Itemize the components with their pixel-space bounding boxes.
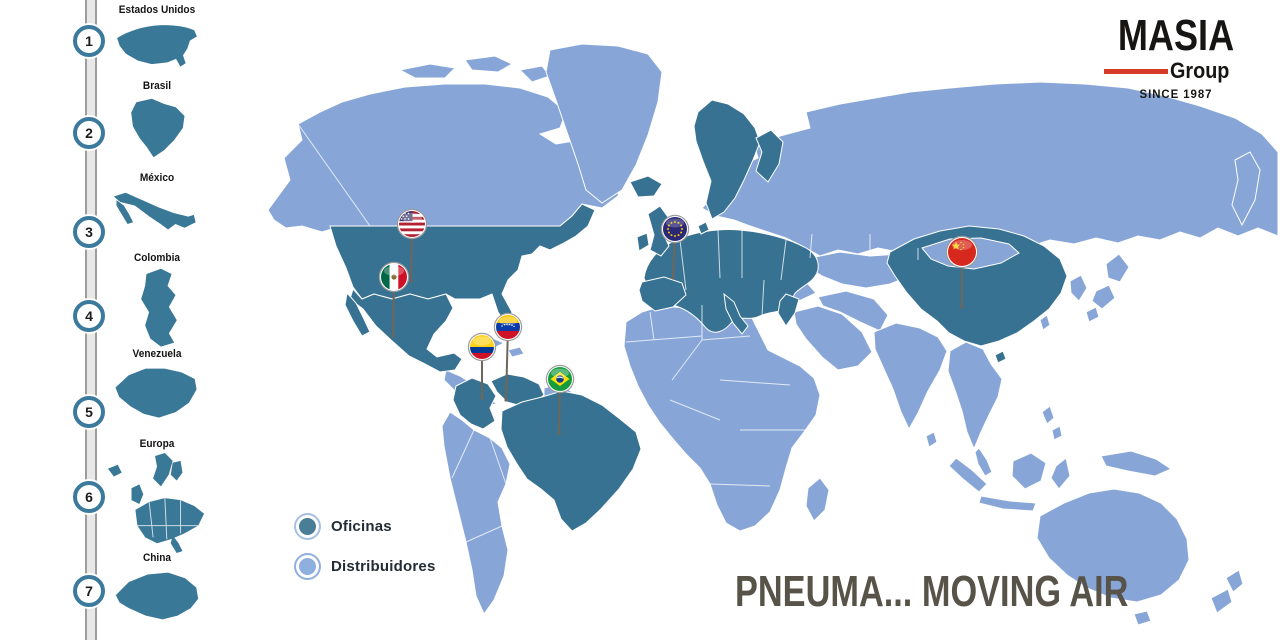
region-scandinavia-shape bbox=[693, 99, 761, 220]
china-silhouette-icon bbox=[115, 572, 199, 620]
european-union-flag-pin-icon bbox=[660, 214, 690, 244]
region-australia bbox=[1036, 488, 1190, 603]
region-arabia bbox=[793, 305, 873, 371]
mexico-flag-pin-icon bbox=[378, 261, 410, 293]
region-sri-lanka bbox=[925, 431, 938, 448]
region-malay-peninsula bbox=[974, 447, 993, 477]
region-italy-shape bbox=[723, 292, 749, 335]
region-java bbox=[978, 495, 1037, 512]
step-circle-1: 1 bbox=[73, 25, 105, 57]
sidebar-item-colombia: Colombia bbox=[92, 252, 222, 347]
region-philippines bbox=[1041, 405, 1055, 425]
oficinas-color-dot-icon bbox=[299, 518, 316, 535]
venezuela-silhouette-icon bbox=[115, 368, 197, 418]
country-label: Colombia bbox=[133, 252, 181, 264]
region-new-zealand bbox=[1225, 569, 1244, 593]
logo-since-text: SINCE 1987 bbox=[1139, 87, 1213, 101]
region-arctic-islands bbox=[398, 63, 457, 79]
europe-silhouette-icon bbox=[107, 453, 205, 554]
sidebar-item-mexico: México bbox=[92, 172, 222, 239]
step-circle-7: 7 bbox=[73, 575, 105, 607]
region-southeast-asia bbox=[947, 341, 1003, 451]
region-japan bbox=[1091, 284, 1116, 310]
region-caribbean bbox=[507, 346, 525, 358]
step-circle-5: 5 bbox=[73, 396, 105, 428]
sidebar-item-venezuela: Venezuela bbox=[92, 348, 222, 429]
region-tasmania bbox=[1133, 610, 1152, 626]
region-finland-shape bbox=[755, 129, 784, 183]
region-japan bbox=[1085, 306, 1100, 323]
brazil-flag-pin-icon bbox=[545, 364, 575, 394]
region-iberia-shape bbox=[638, 276, 687, 312]
logo-group-text: Group bbox=[1170, 58, 1230, 83]
country-label: Brasil bbox=[142, 80, 172, 92]
legend-item-distribuidores: Distribuidores bbox=[294, 553, 435, 580]
region-sumatra bbox=[948, 457, 988, 493]
sidebar-item-china: China bbox=[92, 552, 222, 625]
sidebar-item-europa: Europa bbox=[92, 438, 222, 555]
region-sulawesi bbox=[1050, 457, 1071, 490]
region-philippines bbox=[1051, 425, 1063, 441]
region-south-america-south bbox=[441, 411, 511, 616]
region-japan bbox=[1105, 253, 1130, 283]
china-flag-pin-icon bbox=[945, 235, 979, 269]
country-label: Europa bbox=[139, 438, 175, 450]
legend-label: Oficinas bbox=[331, 518, 392, 535]
tagline: PNEUMA... MOVING AIR bbox=[735, 567, 1129, 616]
region-greenland bbox=[545, 43, 663, 204]
region-ireland-shape bbox=[636, 232, 650, 252]
step-circle-6: 6 bbox=[73, 481, 105, 513]
country-brazil-shape bbox=[500, 390, 642, 532]
mexico-silhouette-icon bbox=[113, 192, 196, 230]
legend-label: Distribuidores bbox=[331, 558, 436, 575]
brazil-silhouette-icon bbox=[131, 98, 185, 158]
region-korea bbox=[1069, 274, 1088, 302]
country-label: China bbox=[142, 552, 172, 564]
region-arctic-islands bbox=[464, 55, 514, 73]
region-iceland-shape bbox=[629, 175, 663, 198]
region-borneo bbox=[1011, 452, 1047, 490]
region-arctic-islands bbox=[518, 65, 551, 83]
region-balkans-shape bbox=[777, 293, 800, 327]
country-mexico-shape bbox=[349, 288, 463, 373]
world-map bbox=[267, 43, 1279, 626]
country-label: Estados Unidos bbox=[118, 4, 196, 16]
country-mexico-baja-shape bbox=[344, 291, 371, 337]
step-circle-4: 4 bbox=[73, 300, 105, 332]
region-uk-shape bbox=[647, 205, 670, 257]
distribuidores-color-dot-icon bbox=[299, 558, 316, 575]
step-circle-3: 3 bbox=[73, 216, 105, 248]
usa-silhouette-icon bbox=[117, 25, 197, 67]
logo-red-line bbox=[1104, 68, 1168, 74]
colombia-silhouette-icon bbox=[141, 268, 177, 347]
region-denmark-shape bbox=[697, 221, 710, 235]
usa-flag-pin-icon bbox=[396, 208, 428, 240]
country-label: México bbox=[139, 172, 175, 184]
step-circle-2: 2 bbox=[73, 117, 105, 149]
region-india bbox=[873, 322, 948, 431]
masia-group-logo: MASIA Group SINCE 1987 bbox=[1098, 11, 1254, 101]
country-label: Venezuela bbox=[132, 348, 182, 360]
legend-item-oficinas: Oficinas bbox=[294, 513, 435, 540]
sidebar-item-estados-unidos: Estados Unidos bbox=[92, 4, 222, 71]
map-legend: Oficinas Distribuidores bbox=[294, 513, 435, 593]
region-madagascar bbox=[805, 477, 830, 522]
region-kamchatka bbox=[1231, 151, 1261, 227]
sidebar-item-brasil: Brasil bbox=[92, 80, 222, 161]
region-new-zealand bbox=[1210, 588, 1233, 614]
region-new-guinea bbox=[1100, 450, 1173, 477]
region-taiwan bbox=[1039, 314, 1051, 331]
region-hainan-shape bbox=[994, 350, 1007, 364]
logo-wordmark: MASIA bbox=[1117, 11, 1235, 60]
country-borders bbox=[297, 123, 919, 543]
venezuela-flag-pin-icon bbox=[493, 312, 523, 342]
colombia-flag-pin-icon bbox=[467, 332, 497, 362]
region-russia bbox=[701, 81, 1279, 257]
